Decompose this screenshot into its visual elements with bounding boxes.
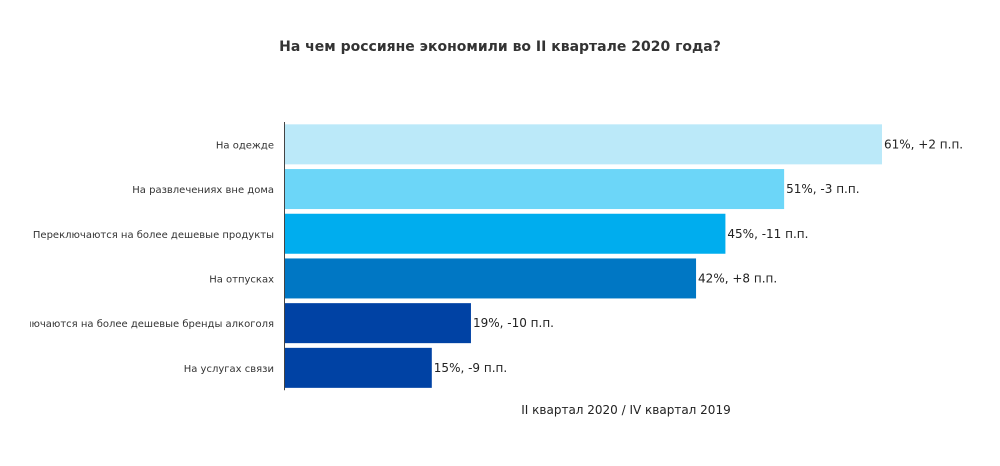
x-axis-title: II квартал 2020 / IV квартал 2019 — [521, 403, 731, 417]
chart-title: На чем россияне экономили во II квартале… — [279, 39, 721, 55]
data-label: 15%, -9 п.п. — [434, 361, 507, 375]
category-labels: На одежде На развлечениях вне дома Переклю… — [0, 140, 274, 375]
bar[interactable] — [285, 303, 471, 344]
data-label: 45%, -11 п.п. — [727, 227, 808, 241]
category-label: На развлечениях вне дома — [132, 185, 274, 196]
category-label: На услугах связи — [184, 364, 274, 375]
category-label: Переключаются на более дешевые бренды ал… — [0, 319, 274, 330]
category-label: Переключаются на более дешевые продукты — [33, 230, 274, 241]
data-label: 19%, -10 п.п. — [473, 316, 554, 330]
bar[interactable] — [285, 169, 785, 210]
data-label: 51%, -3 п.п. — [786, 182, 859, 196]
data-label: 42%, +8 п.п. — [698, 271, 777, 285]
bar[interactable] — [285, 347, 432, 388]
data-label: 61%, +2 п.п. — [884, 137, 963, 151]
category-label: На одежде — [216, 140, 274, 151]
bar[interactable] — [285, 258, 697, 299]
bar[interactable] — [285, 213, 726, 254]
category-label: На отпусках — [209, 274, 274, 285]
bar[interactable] — [285, 124, 882, 165]
